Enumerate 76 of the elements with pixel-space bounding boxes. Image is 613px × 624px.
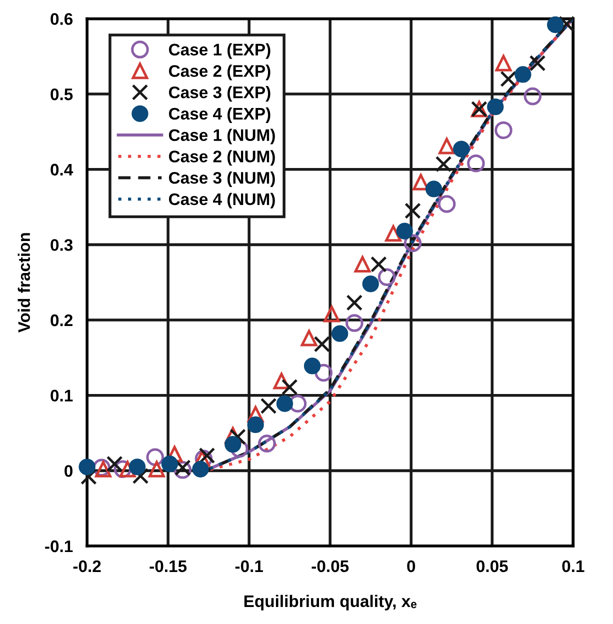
y-tick-label: 0.4 <box>50 164 74 176</box>
point <box>370 256 387 272</box>
x-tick-label: -0.15 <box>150 560 187 572</box>
point <box>438 195 456 213</box>
point <box>198 447 216 464</box>
point <box>438 138 455 154</box>
point <box>148 460 165 478</box>
point <box>331 325 348 342</box>
point <box>314 336 330 352</box>
y-tick-label: 0.5 <box>50 88 73 100</box>
legend-label: Case 1 (EXP) <box>168 43 270 59</box>
point <box>524 87 542 106</box>
point <box>453 140 470 158</box>
point <box>230 428 246 445</box>
x-tick-label: -0.05 <box>312 560 349 572</box>
point <box>304 358 321 374</box>
point <box>529 54 546 72</box>
point <box>346 314 364 332</box>
point <box>106 456 123 472</box>
point <box>119 460 136 478</box>
legend-label: Case 2 (EXP) <box>168 64 270 80</box>
point <box>288 394 307 413</box>
point <box>174 459 191 476</box>
y-tick-label: 0 <box>64 465 72 477</box>
point <box>247 406 264 422</box>
point <box>467 154 485 172</box>
legend-label: Case 3 (NUM) <box>168 172 275 188</box>
legend-label: Case 4 (EXP) <box>168 107 270 123</box>
point <box>362 276 379 292</box>
y-tick-label: 0.2 <box>50 314 72 326</box>
x-tick-label: -0.2 <box>73 560 101 572</box>
point <box>300 330 318 346</box>
point <box>192 460 209 478</box>
point <box>558 16 575 32</box>
y-tick-label: 0.6 <box>50 13 73 25</box>
legend-label: Case 3 (EXP) <box>168 86 270 102</box>
point <box>494 121 512 140</box>
point <box>435 156 452 172</box>
legend-label: Case 2 (NUM) <box>168 150 275 166</box>
y-tick-label: 0.1 <box>50 390 73 402</box>
point <box>500 70 517 88</box>
point <box>404 234 422 252</box>
point <box>258 434 276 452</box>
point <box>425 180 442 198</box>
legend-label: Case 4 (NUM) <box>168 192 275 208</box>
point <box>314 364 333 382</box>
point <box>495 54 512 72</box>
y-tick-label: 0.3 <box>50 239 73 251</box>
point <box>78 458 96 476</box>
point <box>514 66 532 83</box>
x-axis-title: Equilibrium quality, xₑ <box>244 594 416 610</box>
point <box>487 98 504 116</box>
point <box>396 222 413 240</box>
point <box>404 202 421 219</box>
legend-label: Case 1 (NUM) <box>168 128 275 144</box>
point <box>346 294 363 311</box>
x-tick-label: -0.1 <box>235 560 263 572</box>
point <box>247 416 264 434</box>
point <box>324 306 340 322</box>
point <box>354 256 371 272</box>
point <box>378 268 396 286</box>
point <box>128 458 146 476</box>
point <box>546 16 564 34</box>
x-tick-label: 0.05 <box>476 560 508 572</box>
point <box>385 225 402 242</box>
point <box>260 398 277 414</box>
x-tick-label: 0.1 <box>562 560 584 572</box>
point <box>132 468 149 484</box>
point <box>161 456 178 472</box>
point <box>281 378 298 396</box>
y-axis-title: Void fraction <box>18 233 30 333</box>
point <box>276 395 294 412</box>
point <box>80 468 97 485</box>
x-tick-label: 0 <box>407 560 416 572</box>
point <box>224 436 242 453</box>
y-tick-label: -0.1 <box>45 540 73 552</box>
